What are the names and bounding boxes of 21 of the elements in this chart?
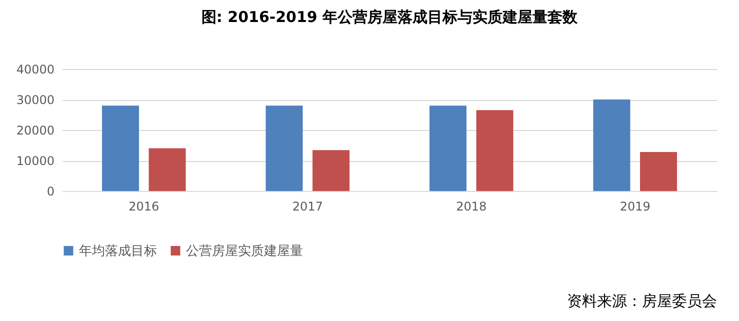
x-tick-label: 2019 (620, 200, 650, 214)
bar (312, 150, 350, 191)
bar (640, 152, 678, 191)
bar (102, 106, 139, 191)
bar (429, 106, 466, 191)
y-tick-label: 0 (46, 184, 54, 198)
y-tick-label: 30000 (16, 93, 54, 107)
text: 资料来源：房屋委员会 (567, 292, 717, 311)
legend-label: 公营房屋实质建屋量 (186, 242, 303, 259)
bar (148, 148, 186, 191)
bar (266, 106, 303, 191)
bar (476, 110, 514, 191)
y-tick-label: 10000 (16, 154, 54, 168)
x-tick-label: 2017 (292, 200, 323, 214)
chart-title: 图: 2016-2019 年公营房屋落成目标与实质建屋量套数 (201, 8, 579, 26)
x-tick-label: 2018 (456, 200, 487, 214)
y-tick-label: 40000 (16, 62, 54, 76)
x-tick-label: 2016 (128, 200, 160, 214)
legend-label: 年均落成目标 (79, 244, 157, 259)
y-tick-label: 20000 (16, 124, 54, 138)
bar (593, 100, 630, 191)
